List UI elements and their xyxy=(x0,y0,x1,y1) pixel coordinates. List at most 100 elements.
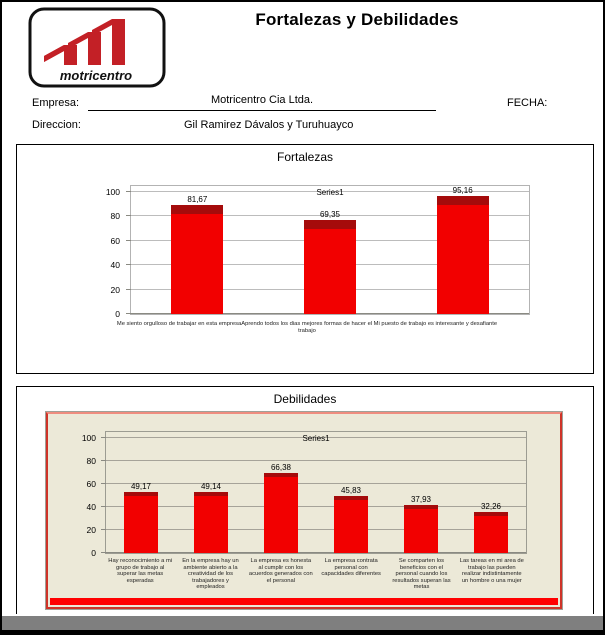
bar-value-label: 49,14 xyxy=(200,482,222,492)
bar-value-label: 66,38 xyxy=(270,462,292,472)
bar-top-cap xyxy=(334,496,368,501)
gridline xyxy=(106,482,526,484)
bar xyxy=(334,500,368,553)
empresa-value: Motricentro Cia Ltda. xyxy=(210,94,314,106)
y-tick-label: 0 xyxy=(91,548,96,558)
bar xyxy=(304,229,356,314)
y-tick-label: 20 xyxy=(110,284,120,295)
motricentro-logo-icon: motricentro xyxy=(28,7,166,88)
fortalezas-panel: Fortalezas 0 20 40 60 80 100 Series1 81,67 69,… xyxy=(16,144,594,374)
category-label: Se comparten los beneficios con el perso… xyxy=(392,558,451,591)
category-label: La empresa es honesta al cumplir con los… xyxy=(248,558,313,584)
bar-value-label: 45,83 xyxy=(340,486,362,496)
axis-tick-mark xyxy=(101,459,106,461)
y-tick-label: 60 xyxy=(86,478,96,489)
plot-area: Series1 49,17 49,14 66,38 45,83 37,93 32,26 xyxy=(101,431,527,554)
y-tick-label: 40 xyxy=(86,501,96,512)
bar xyxy=(436,204,489,314)
bar-slot: 69,35 xyxy=(264,186,397,314)
bar-top-cap xyxy=(171,205,224,215)
gridline xyxy=(106,528,526,530)
y-tick-label: 40 xyxy=(110,260,120,271)
bar xyxy=(194,496,228,553)
bars-container: 49,17 49,14 66,38 45,83 37,93 32,26 xyxy=(106,432,526,553)
y-tick-label: 60 xyxy=(110,235,120,246)
y-tick-label: 100 xyxy=(81,432,96,443)
chart-frame: 0 20 40 60 80 100 Series1 49,17 49,14 66,38 45,8… xyxy=(46,412,562,609)
bar-value-label: 37,93 xyxy=(410,495,432,505)
bar xyxy=(404,509,438,553)
bar-top-cap xyxy=(474,511,508,516)
series-legend: Series1 xyxy=(316,188,344,197)
bar-slot: 32,26 xyxy=(456,432,526,553)
bars-container: 81,67 69,35 95,16 xyxy=(131,186,529,314)
fecha-label: FECHA: xyxy=(507,97,548,109)
bar xyxy=(264,476,298,553)
axis-tick-mark xyxy=(126,288,131,290)
bar-value-label: 49,17 xyxy=(130,482,152,492)
direccion-label: Direccion: xyxy=(32,119,81,131)
logo-wordmark: motricentro xyxy=(60,68,132,83)
debilidades-chart-title: Debilidades xyxy=(273,392,337,406)
y-tick-label: 0 xyxy=(115,309,120,319)
bar-slot: 45,83 xyxy=(316,432,386,553)
category-label: En la empresa hay un ambiente abierto a … xyxy=(182,558,239,591)
axis-tick-mark xyxy=(101,528,106,530)
y-axis-labels: 0 20 40 60 80 100 xyxy=(70,431,101,557)
bar-slot: 37,93 xyxy=(386,432,456,553)
gridline xyxy=(131,215,529,217)
bar-slot: 66,38 xyxy=(246,432,316,553)
bar-value-label: 32,26 xyxy=(480,501,502,511)
x-axis-labels: Me siento orgulloso de trabajar en esta … xyxy=(57,321,557,335)
bar-slot: 49,14 xyxy=(176,432,246,553)
category-label: Hay reconocimiento a mi grupo de trabajo… xyxy=(108,558,173,584)
x-axis-labels: Hay reconocimiento a mi grupo de trabajo… xyxy=(105,558,527,591)
series-legend: Series1 xyxy=(302,434,330,443)
fortalezas-chart-title: Fortalezas xyxy=(276,150,334,164)
direccion-value: Gil Ramirez Dávalos y Turuhuayco xyxy=(184,119,354,131)
gridline xyxy=(131,191,529,193)
category-label: Las tareas en mi area de trabajo las pue… xyxy=(459,558,524,584)
axis-tick-mark xyxy=(101,482,106,484)
bar-top-cap xyxy=(304,220,356,230)
y-axis-labels: 0 20 40 60 80 100 xyxy=(89,185,125,319)
y-tick-label: 100 xyxy=(105,187,120,198)
axis-tick-mark xyxy=(101,505,106,507)
gridline xyxy=(106,436,526,438)
bar xyxy=(474,515,508,553)
bar xyxy=(124,496,158,553)
axis-tick-mark xyxy=(126,191,131,193)
bar-value-label: 95,16 xyxy=(452,186,473,195)
axis-tick-mark xyxy=(126,215,131,217)
category-label: La empresa contrata personal con capacid… xyxy=(321,558,381,578)
bar-top-cap xyxy=(404,505,438,510)
bar-top-cap xyxy=(194,492,228,497)
bar-value-label: 69,35 xyxy=(319,210,341,220)
bar-slot: 49,17 xyxy=(106,432,176,553)
y-tick-label: 80 xyxy=(110,211,120,222)
y-tick-label: 20 xyxy=(86,524,96,535)
gridline xyxy=(106,505,526,507)
debilidades-panel: Debilidades 0 20 40 60 80 100 Series1 49,17 49… xyxy=(16,386,594,615)
bottom-scrollbar-area[interactable] xyxy=(2,614,603,633)
plot-area: Series1 81,67 69,35 95,16 xyxy=(126,185,530,315)
page-title: Fortalezas y Debilidades xyxy=(255,10,459,29)
logo-m-mark xyxy=(44,19,125,65)
bar-value-label: 81,67 xyxy=(187,195,208,205)
bar-top-cap xyxy=(264,472,298,477)
bottom-accent-bar xyxy=(50,598,558,605)
axis-tick-mark xyxy=(126,239,131,241)
category-label-line: Me siento orgulloso de trabajar en esta … xyxy=(116,321,498,327)
gridline xyxy=(106,552,526,553)
bar-top-cap xyxy=(436,196,489,205)
axis-tick-mark xyxy=(101,436,106,438)
y-tick-label: 80 xyxy=(86,455,96,466)
bar-slot: 81,67 xyxy=(131,186,264,314)
axis-tick-mark xyxy=(101,552,106,553)
axis-tick-mark xyxy=(126,313,131,314)
gridline xyxy=(106,459,526,461)
bar-slot: 95,16 xyxy=(396,186,529,314)
category-label-line: trabajo xyxy=(298,328,316,334)
axis-tick-mark xyxy=(126,264,131,266)
